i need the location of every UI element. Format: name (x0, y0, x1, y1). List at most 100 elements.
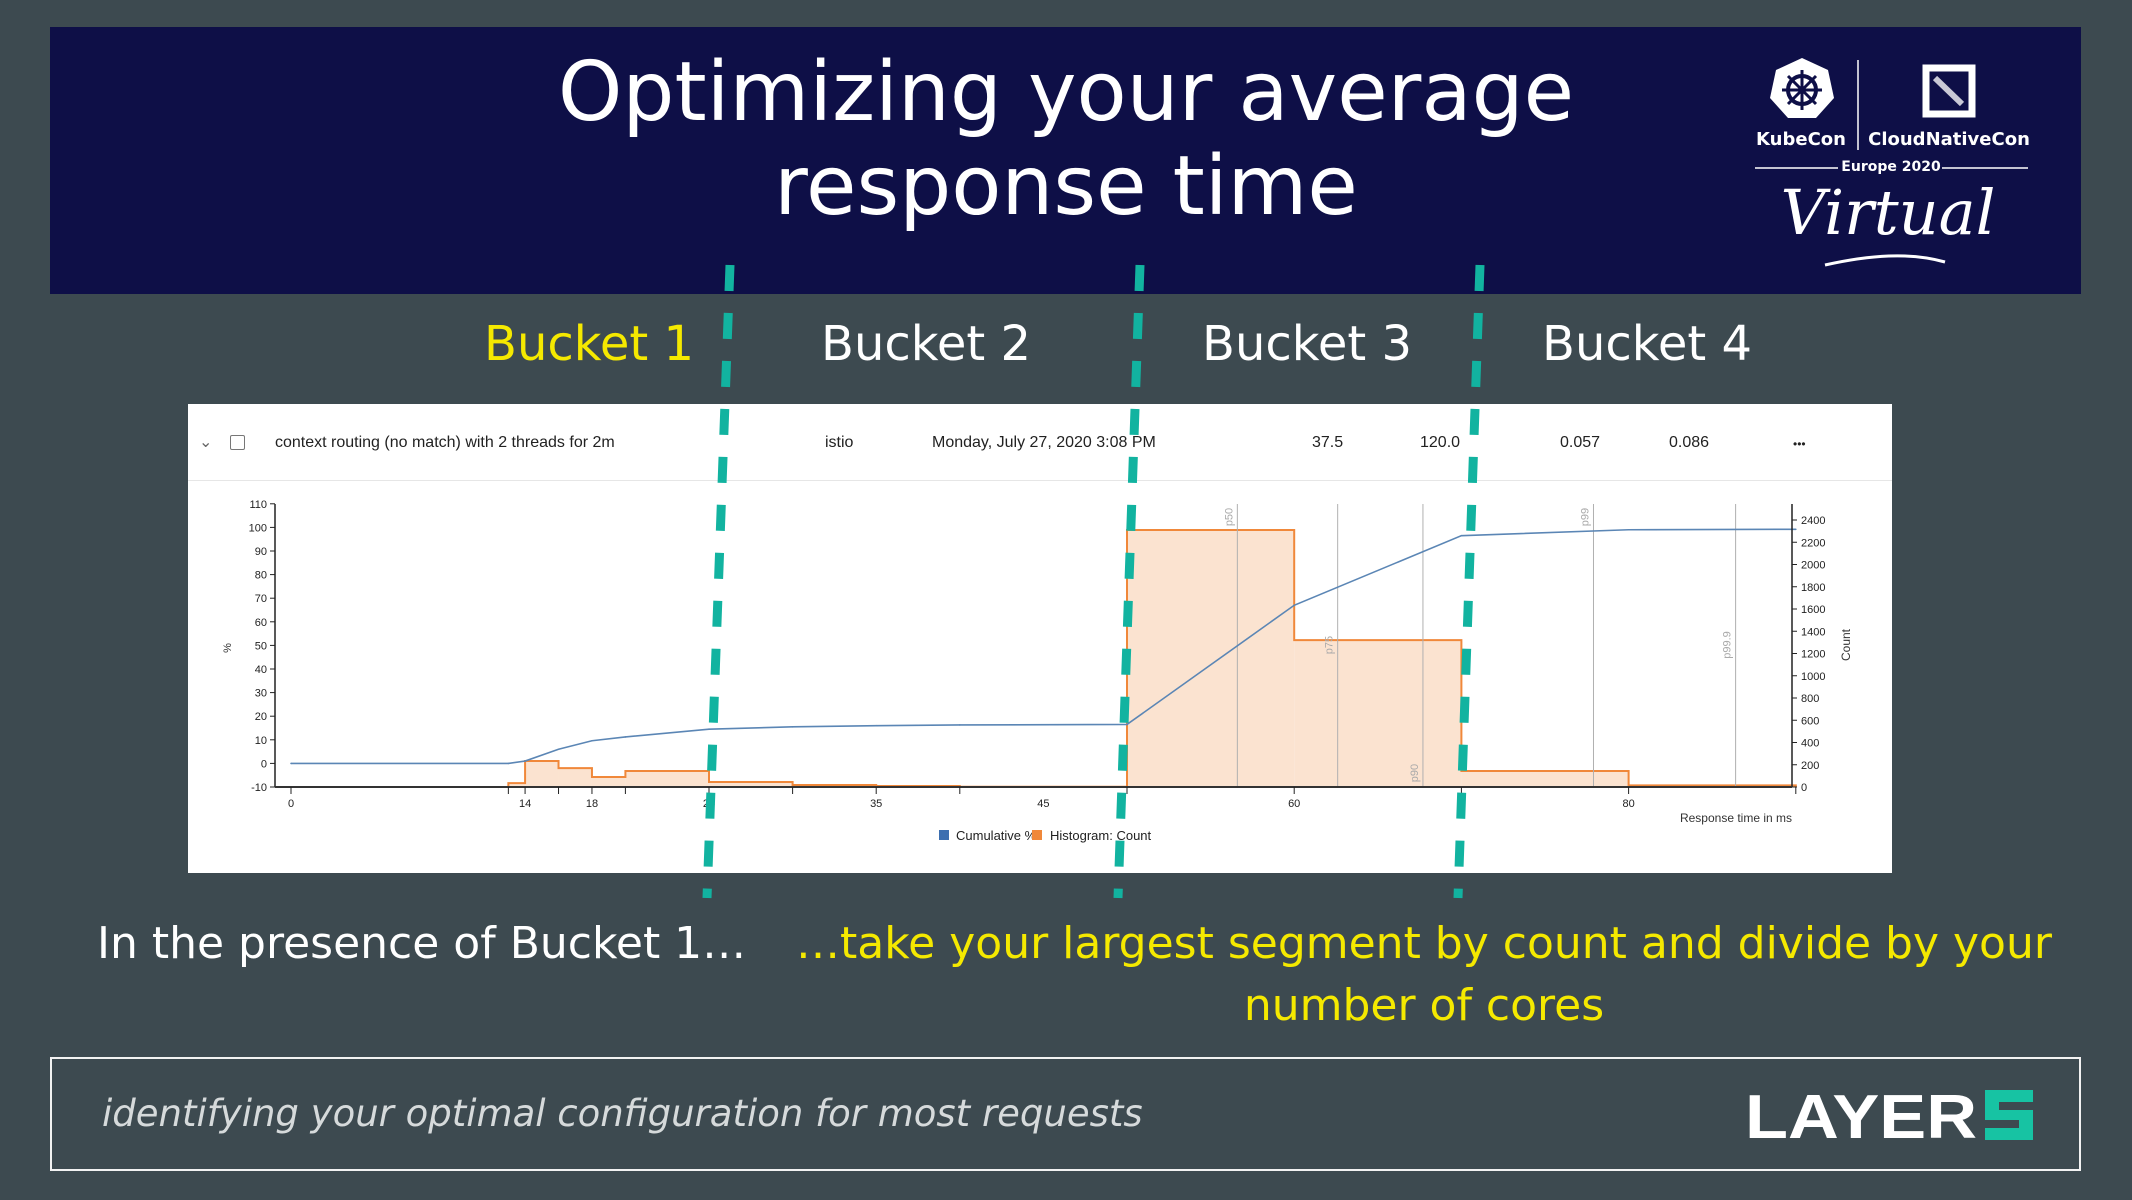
y-right-tick-label: 1800 (1801, 582, 1825, 594)
histogram-bar (792, 784, 877, 787)
percentile-label: p99 (1579, 508, 1591, 526)
percentile-label: p50 (1223, 508, 1235, 526)
slide-title-line-1: Optimizing your average (557, 45, 1575, 140)
y-right-axis-label: Count (1839, 628, 1853, 661)
y-right-tick-label: 1600 (1801, 604, 1825, 616)
legend-label-cumulative[interactable]: Cumulative % (956, 828, 1037, 843)
cumulative-point (1627, 528, 1630, 531)
y-left-tick-label: 0 (261, 758, 267, 770)
histogram-bar (525, 760, 559, 787)
cumulative-point (1126, 723, 1128, 726)
percentile-label: p90 (1409, 764, 1421, 782)
svg-text:LAYER: LAYER (1745, 1086, 1977, 1144)
histogram-bar (1127, 530, 1295, 787)
y-right-tick-label: 1200 (1801, 649, 1825, 661)
y-left-tick-label: 70 (255, 593, 267, 605)
y-left-tick-label: 110 (249, 499, 267, 511)
result-value-3: 0.057 (1560, 434, 1601, 451)
bucket-divider-2 (1113, 264, 1145, 899)
virtual-underline (1824, 254, 1946, 267)
more-options-icon[interactable]: ••• (1793, 437, 1806, 451)
result-value-4: 0.086 (1669, 434, 1710, 451)
y-left-tick-label: -10 (251, 782, 267, 794)
cumulative-point (791, 726, 794, 728)
y-left-tick-label: 20 (255, 711, 267, 723)
histogram-series (507, 529, 1797, 788)
percentile-lines: p50 p75 p90 p99 p99.9 (1223, 504, 1737, 787)
right-caption-line-1: …take your largest segment by count and … (796, 918, 2052, 969)
bucket-2-label: Bucket 2 (821, 316, 1031, 372)
histogram-bar (591, 776, 626, 787)
result-mesh: istio (825, 434, 854, 451)
expand-chevron-icon[interactable]: ⌄ (199, 434, 213, 451)
cumulative-point (959, 724, 961, 726)
row-divider (188, 480, 1892, 481)
y-right-tick-label: 2200 (1801, 537, 1825, 549)
y-right-tick-label: 1000 (1801, 671, 1825, 683)
cumulative-point (708, 728, 710, 730)
legend-label-histogram[interactable]: Histogram: Count (1050, 828, 1152, 843)
result-date: Monday, July 27, 2020 3:08 PM (932, 434, 1156, 451)
virtual-script: Virtual (1780, 176, 1996, 249)
x-axis-label: Response time in ms (1680, 811, 1792, 825)
left-caption: In the presence of Bucket 1… (97, 918, 747, 969)
result-name: context routing (no match) with 2 thread… (275, 434, 615, 451)
y-right-tick-label: 0 (1801, 782, 1807, 794)
x-tick-label: 18 (586, 798, 598, 810)
kubernetes-helm-icon (1770, 58, 1834, 118)
y-right-tick-label: 2000 (1801, 560, 1825, 572)
result-value-2: 120.0 (1420, 434, 1461, 451)
cumulative-point (1795, 528, 1797, 531)
slide-title-line-2: response time (774, 139, 1358, 234)
cumulative-point (1293, 604, 1295, 607)
x-tick-label: 14 (519, 798, 531, 810)
y-right-tick-label: 2400 (1801, 515, 1825, 527)
histogram-bar (625, 770, 709, 787)
y-right-tick-label: 600 (1801, 715, 1819, 727)
result-value-1: 37.5 (1312, 434, 1344, 451)
bucket-1-label: Bucket 1 (484, 316, 694, 372)
y-left-tick-label: 90 (255, 546, 267, 558)
right-caption-line-2: number of cores (1243, 980, 1605, 1031)
cumulative-series (290, 528, 1797, 765)
cncf-icon (1922, 64, 1976, 118)
cumulative-point (875, 724, 877, 727)
row-checkbox[interactable] (230, 435, 245, 450)
y-right-tick-label: 200 (1801, 760, 1819, 772)
cumulative-point (624, 736, 627, 738)
x-tick-label: 35 (870, 798, 882, 810)
percentile-label: p99.9 (1722, 631, 1734, 659)
y-right-tick-label: 1400 (1801, 626, 1825, 638)
bucket-divider-1 (702, 264, 735, 899)
layer5-logo: LAYER (1745, 1086, 2033, 1144)
legend-swatch-cumulative (939, 830, 949, 840)
footer-box (50, 1057, 2081, 1171)
bucket-3-label: Bucket 3 (1202, 316, 1412, 372)
y-left-tick-label: 10 (255, 735, 267, 747)
cumulative-point (507, 762, 510, 765)
title-banner (50, 27, 2081, 294)
x-tick-label: 60 (1288, 798, 1300, 810)
y-left-tick-label: 80 (255, 570, 267, 582)
cumulative-point (1460, 534, 1463, 537)
y-left-tick-label: 60 (255, 617, 267, 629)
cumulative-point (557, 748, 560, 751)
cumulative-point (591, 739, 593, 742)
y-right-tick-label: 400 (1801, 738, 1819, 750)
result-panel (188, 404, 1892, 873)
y-left-axis-label: % (222, 643, 234, 653)
y-right-tick-label: 800 (1801, 693, 1819, 705)
histogram-bar (1461, 770, 1629, 787)
x-tick-label: 80 (1622, 798, 1634, 810)
y-left-tick-label: 30 (255, 688, 267, 700)
bucket-divider-3 (1453, 264, 1485, 899)
kubecon-label: KubeCon (1756, 129, 1846, 150)
x-tick-label: 0 (288, 798, 294, 810)
chart-axes: 1101009080706050403020100-10240022002000… (249, 499, 1826, 810)
percentile-label: p75 (1324, 636, 1336, 654)
y-left-tick-label: 50 (255, 640, 267, 652)
bucket-4-label: Bucket 4 (1542, 316, 1752, 372)
footer-text: identifying your optimal configuration f… (102, 1092, 1143, 1135)
histogram-bar (508, 783, 526, 787)
